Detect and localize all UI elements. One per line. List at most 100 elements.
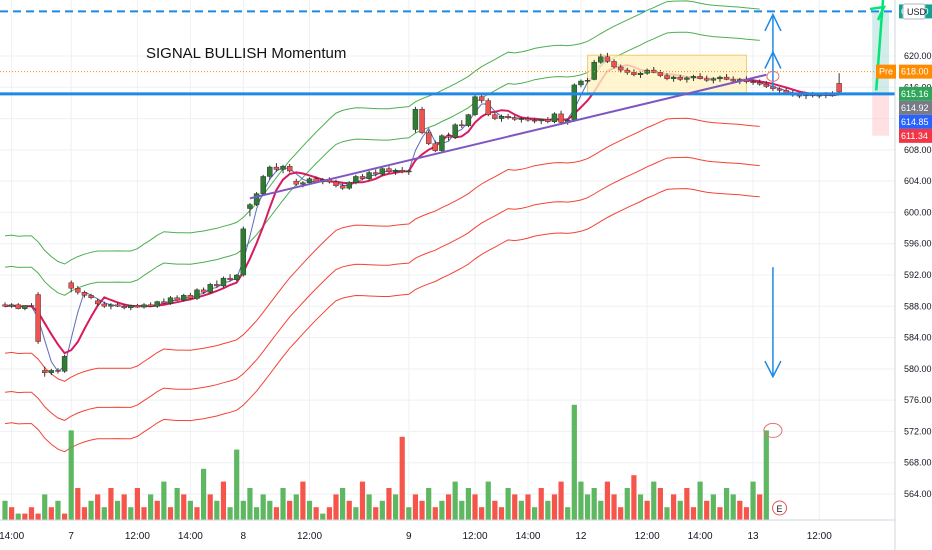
candle-body	[147, 304, 154, 307]
volume-bar	[346, 500, 352, 520]
volume-bar	[598, 500, 604, 520]
candle-body	[346, 182, 352, 189]
candle-body	[114, 304, 121, 307]
x-tick-label: 12:00	[807, 531, 832, 542]
candle-body	[690, 76, 697, 79]
candle-body	[578, 80, 584, 86]
candle-body	[161, 301, 167, 304]
candle-body	[631, 72, 637, 75]
candle-body	[8, 304, 15, 307]
candle-body	[598, 56, 604, 63]
volume-bar	[392, 494, 399, 520]
volume-bar	[737, 500, 743, 520]
volume-bar	[419, 500, 425, 520]
volume-bar	[300, 481, 306, 520]
candle-body	[253, 193, 260, 205]
volume-bar	[174, 488, 180, 520]
volume-bar	[512, 494, 518, 520]
volume-bar	[757, 494, 763, 520]
volume-bar	[479, 507, 485, 520]
x-tick-label: 9	[406, 531, 412, 542]
candle-body	[531, 119, 538, 122]
volume-bar	[412, 494, 419, 520]
loss-zone	[872, 93, 889, 136]
currency-badge[interactable]: USD	[902, 3, 927, 20]
x-tick-label: 12:00	[125, 531, 150, 542]
volume-bar	[114, 500, 121, 520]
volume-bar	[432, 507, 438, 520]
volume-bar	[42, 494, 48, 520]
x-tick-label: 12:00	[635, 531, 660, 542]
candle-body	[836, 83, 842, 93]
volume-bar	[280, 488, 286, 520]
candle-body	[611, 61, 617, 68]
volume-bar	[48, 507, 54, 520]
y-tick-label: 572.00	[904, 426, 932, 436]
x-tick-label: 12	[575, 531, 587, 542]
y-tick-label: 604.00	[904, 176, 932, 186]
volume-highlight-circle	[763, 422, 783, 438]
time-axis[interactable]: 14:00 7 12:00 14:00 8 12:00 9 12:00 14:00 12 12:00…	[0, 519, 895, 542]
volume-bar	[326, 507, 332, 520]
candle-body	[651, 69, 657, 73]
volume-bar	[227, 507, 233, 520]
candle-body	[584, 80, 591, 82]
candle-body	[141, 304, 147, 308]
candle-body	[617, 66, 624, 71]
down-arrow-head	[764, 360, 782, 379]
y-tick-label: 608.00	[904, 145, 932, 155]
volume-bars	[2, 404, 769, 520]
volume-bar	[359, 481, 366, 520]
volume-bar	[684, 488, 690, 520]
x-tick-label: 14:00	[688, 531, 713, 542]
candle-body	[704, 78, 710, 81]
candle-body	[48, 370, 55, 373]
y-tick-label: 568.00	[904, 458, 932, 468]
candle-body	[108, 304, 114, 307]
volume-bar	[121, 494, 127, 520]
candle-body	[697, 76, 703, 79]
candle-body	[571, 84, 578, 121]
volume-bar	[492, 500, 498, 520]
volume-bar	[201, 468, 207, 520]
volume-bar	[273, 507, 280, 520]
volume-bar	[15, 513, 21, 520]
volume-bar	[426, 488, 432, 520]
volume-bar	[578, 481, 584, 520]
volume-bar	[214, 500, 220, 520]
candle-body	[174, 297, 180, 301]
volume-bar	[379, 500, 385, 520]
volume-bar	[704, 500, 710, 520]
candle-body	[200, 289, 207, 293]
volume-bar	[22, 513, 28, 520]
candle-body	[88, 295, 94, 298]
candle-body	[498, 116, 505, 119]
candle-body	[478, 96, 485, 101]
y-tick-label: 588.00	[904, 301, 932, 311]
volume-bar	[631, 475, 637, 520]
volume-bar	[313, 507, 319, 520]
volume-bar	[571, 404, 577, 520]
candle-body	[35, 294, 41, 342]
volume-bar	[148, 494, 154, 520]
volume-bar	[525, 494, 531, 520]
candle-body	[154, 301, 160, 307]
candle-body	[558, 113, 564, 123]
candle-body	[207, 284, 213, 293]
candle-body	[776, 88, 783, 91]
volume-bar	[187, 500, 193, 520]
volume-bar	[445, 494, 452, 520]
volume-bar	[68, 430, 74, 520]
currency-label: USD	[907, 7, 927, 17]
premarket-badge	[876, 64, 896, 79]
volume-bar	[353, 507, 359, 520]
candle-body	[220, 277, 227, 287]
volume-bar	[181, 494, 187, 520]
lower-band-inner	[4, 117, 760, 382]
candle-body	[373, 172, 379, 175]
volume-bar	[293, 494, 299, 520]
candle-body	[286, 166, 293, 172]
volume-bar	[710, 494, 716, 520]
volume-bar	[664, 507, 670, 520]
